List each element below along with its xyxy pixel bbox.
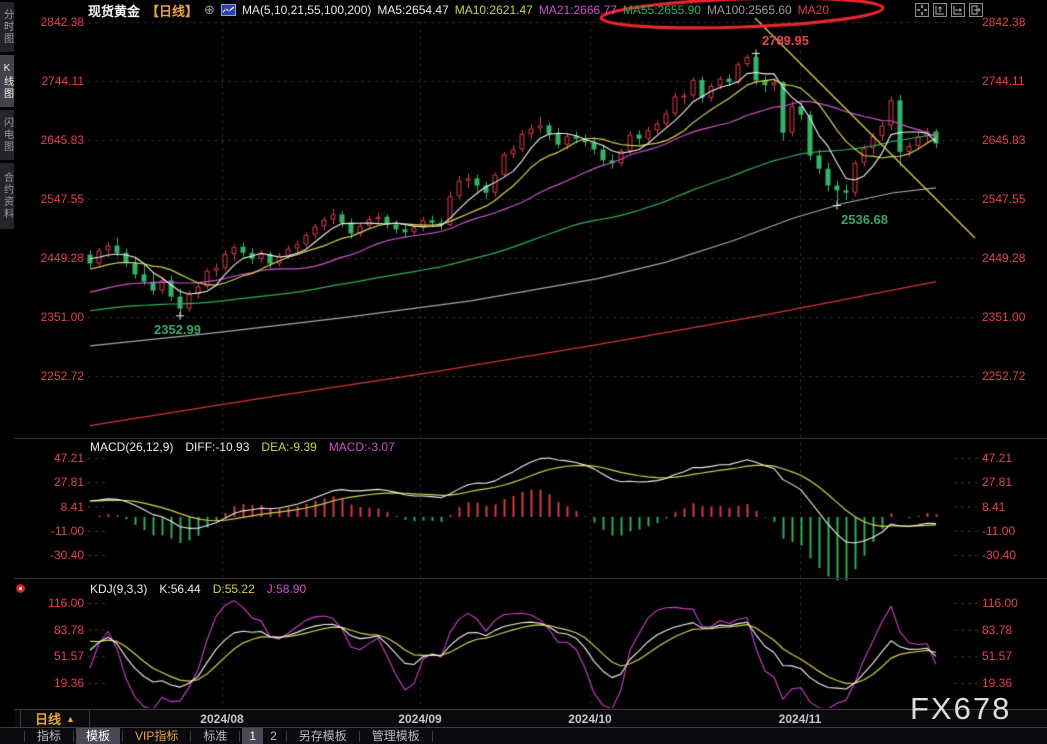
x-axis-month-label: 2024/08	[200, 712, 244, 726]
macd-y-axis-label: 8.41	[982, 499, 1006, 514]
period-label: 【日线】	[146, 3, 199, 19]
macd-macd-value: MACD:-3.07	[328, 440, 395, 454]
toolbar-separator	[122, 730, 124, 742]
timeframe-label: 日线	[35, 712, 62, 727]
macd-y-axis-label: 27.81	[982, 475, 1013, 490]
main-macd-divider	[14, 438, 1047, 439]
ma5-value: MA5:2654.47	[377, 3, 449, 17]
fx678-watermark: FX678	[910, 691, 1012, 726]
toolbar-item-6[interactable]: 另存模板	[298, 729, 347, 743]
x-axis-month-label: 2024/10	[568, 712, 612, 726]
macd-panel-header: MACD(26,12,9) DIFF:-10.93 DEA:-9.39 MACD…	[90, 440, 395, 454]
macd-y-axis-label: -30.40	[49, 548, 84, 562]
toolbar-separator	[431, 730, 433, 742]
kdj-d-value: D:55.22	[212, 582, 255, 596]
price-extreme-annotation: 2536.68	[841, 211, 888, 227]
toolbar-separator	[24, 730, 25, 742]
kdj-timeaxis-divider	[0, 709, 1047, 710]
main-y-axis-label: 2744.11	[982, 74, 1025, 88]
chart-type-sidebar: 分时图 K线图 闪电图 合约资料	[0, 0, 14, 744]
kdj-y-axis-label: 83.78	[982, 622, 1013, 637]
kdj-y-axis-label: 83.78	[53, 622, 84, 637]
macd-y-axis-label: 47.21	[53, 451, 84, 465]
toolbar-item-5[interactable]: 2	[270, 729, 277, 743]
toolbar-separator	[285, 730, 287, 742]
add-compare-icon[interactable]: ⊕	[204, 2, 215, 17]
kdj-y-axis-label: 19.36	[982, 676, 1013, 690]
top-indicator-bar: 现货黄金 【日线】 ⊕ MA(5,10,21,55,100,200) MA5:2…	[88, 0, 829, 20]
main-y-axis-label: 2449.28	[40, 251, 84, 265]
axis-zoom-icon[interactable]	[933, 3, 947, 17]
ma-params-label: MA(5,10,21,55,100,200)	[241, 3, 372, 17]
main-y-axis-label: 2842.38	[982, 15, 1026, 29]
timeframe-selector[interactable]: 日线 ▲	[20, 710, 90, 727]
kdj-y-axis-label: 51.57	[53, 649, 84, 664]
kdj-y-axis-label: 116.00	[48, 596, 84, 610]
main-y-axis-label: 2645.83	[40, 133, 84, 147]
ma10-value: MA10:2621.47	[454, 3, 533, 17]
toolbar-separator	[358, 730, 360, 742]
sidebar-tab-kline[interactable]: K线图	[0, 55, 14, 107]
kdj-y-axis-label: 19.36	[53, 676, 84, 690]
main-y-axis-label: 2842.38	[40, 15, 84, 29]
axis-pan-icon[interactable]	[951, 3, 965, 17]
kdj-j-value: J:58.90	[266, 582, 307, 596]
ma21-value: MA21:2666.77	[538, 3, 617, 17]
macd-y-axis-label: -11.00	[982, 523, 1016, 538]
main-y-axis-label: 2351.00	[982, 310, 1026, 324]
bottom-toolbar: 指标 模板 VIP指标 标准 1 2 另存模板 管理模板	[0, 727, 1047, 744]
ma200-value: MA20	[797, 3, 830, 17]
main-y-axis-label: 2252.72	[40, 369, 84, 383]
toolbar-separator	[190, 730, 192, 742]
main-y-axis-label: 2645.83	[982, 133, 1026, 147]
macd-y-axis-label: 8.41	[60, 499, 84, 514]
main-y-axis-label: 2547.55	[982, 192, 1026, 206]
kdj-y-axis-label: 51.57	[982, 649, 1013, 664]
price-extreme-annotation: 2789.95	[762, 33, 809, 49]
macd-y-axis-label: 47.21	[982, 451, 1013, 465]
main-y-axis-label: 2351.00	[40, 310, 84, 324]
toolbar-separator	[239, 730, 241, 742]
export-pane-icon[interactable]	[969, 3, 983, 17]
toolbar-item-0[interactable]: 指标	[37, 729, 62, 743]
toolbar-item-4[interactable]: 1	[242, 728, 264, 744]
macd-kdj-divider	[14, 578, 1047, 579]
crosshair-icon[interactable]	[915, 3, 929, 17]
macd-diff-value: DIFF:-10.93	[185, 440, 250, 454]
toolbar-item-1[interactable]: 模板	[76, 728, 121, 744]
main-y-axis-label: 2252.72	[982, 369, 1026, 383]
x-axis-month-label: 2024/09	[398, 712, 442, 726]
toolbar-separator	[73, 730, 75, 742]
main-y-axis-label: 2744.11	[41, 74, 85, 88]
timeframe-up-arrow-icon: ▲	[66, 713, 75, 724]
toolbar-item-7[interactable]: 管理模板	[371, 729, 420, 743]
macd-params-label: MACD(26,12,9)	[90, 440, 174, 454]
macd-y-axis-label: 27.81	[53, 475, 84, 490]
ma55-value: MA55:2655.90	[622, 3, 701, 17]
kdj-y-axis-label: 116.00	[982, 596, 1018, 610]
toolbar-item-3[interactable]: 标准	[203, 729, 228, 743]
chart-tool-icons	[915, 3, 983, 17]
kdj-params-label: KDJ(9,3,3)	[90, 582, 148, 596]
main-y-axis-label: 2449.28	[982, 251, 1026, 265]
time-axis-row: 日线 ▲ 2024/08 2024/09 2024/10 2024/11	[0, 710, 1047, 727]
sidebar-tab-timeshare[interactable]: 分时图	[0, 2, 14, 52]
toolbar-item-2[interactable]: VIP指标	[135, 729, 179, 743]
symbol-name: 现货黄金	[88, 3, 141, 19]
macd-y-axis-label: -30.40	[982, 548, 1017, 562]
macd-dea-value: DEA:-9.39	[261, 440, 317, 454]
main-y-axis-label: 2547.55	[40, 192, 84, 206]
price-extreme-annotation: 2352.99	[154, 321, 201, 337]
kdj-k-value: K:56.44	[159, 582, 201, 596]
sidebar-tab-lightning[interactable]: 闪电图	[0, 110, 14, 160]
sidebar-tab-contract-info[interactable]: 合约资料	[0, 163, 14, 229]
kdj-panel-header: KDJ(9,3,3) K:56.44 D:55.22 J:58.90	[90, 582, 306, 596]
macd-y-axis-label: -11.00	[50, 523, 84, 538]
x-axis-month-label: 2024/11	[778, 712, 822, 726]
mini-chart-icon[interactable]	[220, 4, 236, 16]
ma100-value: MA100:2565.60	[706, 3, 792, 17]
kdj-indicator-settings-icon[interactable]	[16, 584, 25, 593]
